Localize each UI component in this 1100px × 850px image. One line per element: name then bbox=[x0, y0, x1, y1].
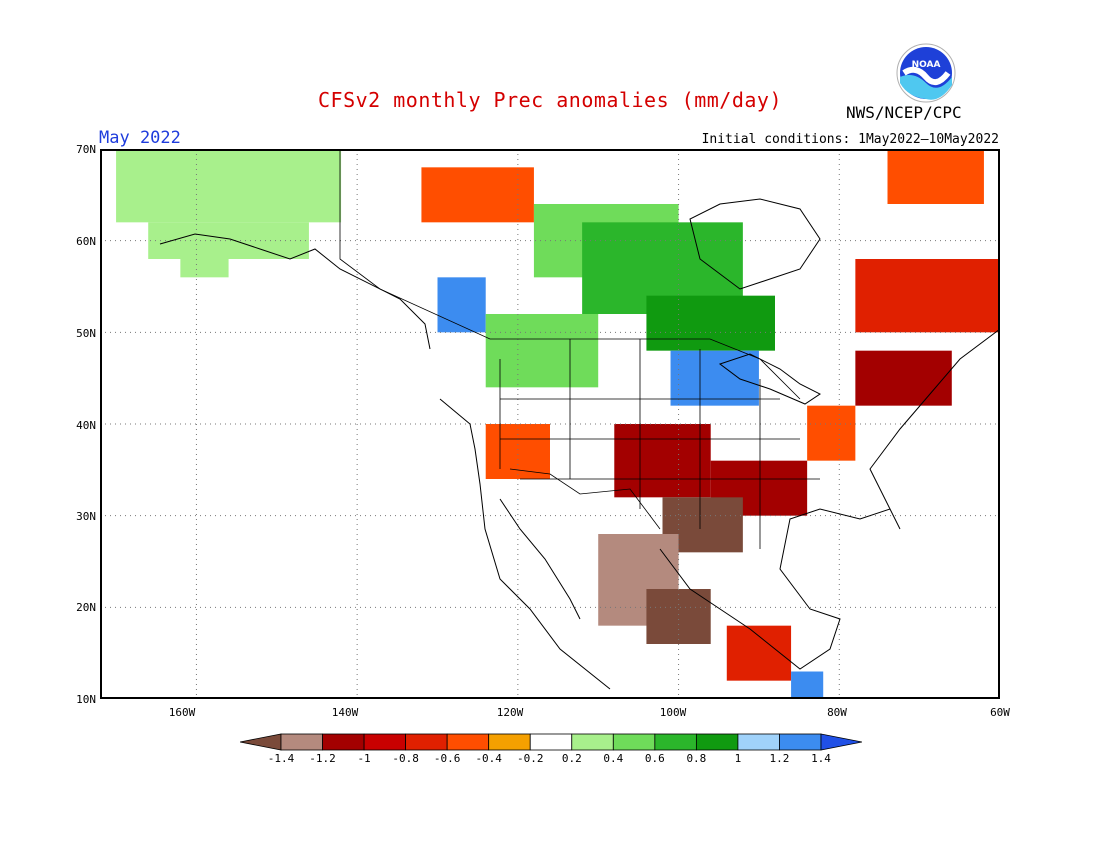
colorbar-swatch bbox=[363, 733, 407, 751]
colorbar-swatch bbox=[446, 733, 490, 751]
anomaly-region bbox=[485, 424, 550, 479]
colorbar-swatch bbox=[280, 733, 323, 751]
map-gridlines bbox=[100, 149, 1000, 699]
lat-label: 20N bbox=[76, 601, 96, 614]
lat-label: 60N bbox=[76, 235, 96, 248]
initial-conditions: Initial conditions: 1May2022–10May2022 bbox=[701, 132, 999, 147]
colorbar-label: 1.2 bbox=[769, 752, 790, 765]
lon-label: 160W bbox=[168, 706, 196, 719]
anomaly-region bbox=[485, 314, 599, 388]
chart-title: CFSv2 monthly Prec anomalies (mm/day) bbox=[317, 88, 783, 112]
baja bbox=[499, 498, 581, 620]
lat-label: 30N bbox=[76, 510, 96, 523]
colorbar-swatch bbox=[820, 733, 862, 751]
colorbar-label: -0.2 bbox=[516, 752, 544, 765]
forecast-month: May 2022 bbox=[99, 128, 181, 148]
west-coast bbox=[439, 398, 611, 690]
colorbar-swatch bbox=[612, 733, 656, 751]
anomaly-regions bbox=[116, 149, 1000, 699]
map-frame bbox=[100, 149, 1000, 699]
gulf-coast bbox=[659, 328, 1000, 670]
anomaly-region bbox=[421, 167, 534, 223]
lat-label: 10N bbox=[76, 693, 96, 706]
state-lines bbox=[499, 339, 820, 549]
colorbar-label: 0.8 bbox=[686, 752, 707, 765]
anomaly-region bbox=[646, 295, 775, 351]
anomaly-region bbox=[646, 589, 711, 644]
hudson-bay bbox=[689, 198, 821, 290]
colorbar-swatch bbox=[737, 733, 780, 751]
lon-label: 60W bbox=[990, 706, 1010, 719]
anomaly-region bbox=[116, 149, 342, 223]
colorbar bbox=[240, 733, 862, 751]
colorbar-label: 1 bbox=[734, 752, 742, 765]
colorbar-label: -0.4 bbox=[475, 752, 502, 765]
colorbar-label: -1 bbox=[357, 752, 371, 765]
lon-label: 120W bbox=[496, 706, 524, 719]
anomaly-region bbox=[807, 405, 856, 461]
land-borders bbox=[339, 149, 820, 549]
alaska-coast bbox=[159, 233, 431, 350]
colorbar-label: 0.2 bbox=[561, 752, 582, 765]
lon-label: 100W bbox=[659, 706, 687, 719]
colorbar-swatch bbox=[488, 733, 531, 751]
anomaly-region bbox=[887, 149, 984, 204]
anomaly-region bbox=[855, 350, 952, 406]
anomaly-region bbox=[614, 424, 711, 498]
colorbar-swatch bbox=[654, 733, 697, 751]
anomaly-region bbox=[180, 249, 229, 278]
colorbar-label: 0.4 bbox=[603, 752, 624, 765]
lat-label: 50N bbox=[76, 327, 96, 340]
colorbar-label: -1.4 bbox=[267, 752, 295, 765]
us-canada-border bbox=[339, 149, 801, 400]
logo-text: NOAA bbox=[912, 60, 941, 70]
colorbar-swatch bbox=[529, 733, 573, 751]
colorbar-swatch bbox=[695, 733, 739, 751]
noaa-logo-icon: NOAA bbox=[896, 43, 956, 103]
anomaly-region bbox=[855, 259, 1000, 333]
anomaly-region bbox=[791, 671, 824, 699]
colorbar-swatch bbox=[571, 733, 614, 751]
lon-label: 80W bbox=[827, 706, 847, 719]
colorbar-label: -0.6 bbox=[433, 752, 461, 765]
colorbar-label: 0.6 bbox=[644, 752, 665, 765]
colorbar-swatch bbox=[405, 733, 448, 751]
colorbar-swatch bbox=[240, 733, 282, 751]
colorbar-swatch bbox=[779, 733, 822, 751]
colorbar-label: 1.4 bbox=[811, 752, 831, 765]
colorbar-label: -1.2 bbox=[309, 752, 336, 765]
lat-label: 40N bbox=[76, 419, 96, 432]
colorbar-label: -0.8 bbox=[392, 752, 419, 765]
lon-label: 140W bbox=[331, 706, 359, 719]
coastlines bbox=[159, 198, 1000, 690]
anomaly-region bbox=[437, 277, 486, 333]
anomaly-region bbox=[670, 350, 759, 406]
lat-label: 70N bbox=[76, 143, 96, 156]
anomaly-region bbox=[726, 625, 792, 681]
agency-label: NWS/NCEP/CPC bbox=[846, 103, 962, 122]
precip-anomaly-map bbox=[100, 149, 1000, 699]
colorbar-swatch bbox=[322, 733, 365, 751]
